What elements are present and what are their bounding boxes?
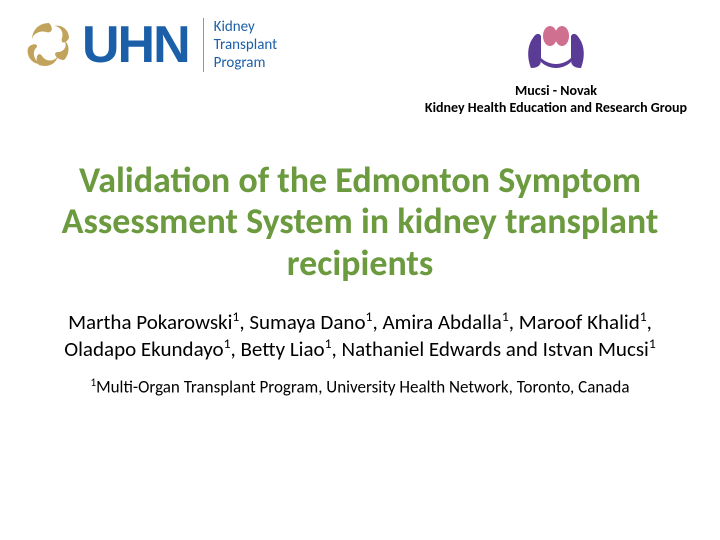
kidney-program-label: Kidney Transplant Program <box>203 18 278 72</box>
slide-title: Validation of the Edmonton Symptom Asses… <box>0 140 720 308</box>
group-name: Mucsi - Novak <box>416 82 696 99</box>
program-line-3: Program <box>214 54 278 72</box>
mucsi-novak-logo-block: Mucsi - Novak Kidney Health Education an… <box>416 18 696 116</box>
program-line-1: Kidney <box>214 18 278 36</box>
author-list: Martha Pokarowski1, Sumaya Dano1, Amira … <box>0 308 720 375</box>
uhn-logo-block: UHN Kidney Transplant Program <box>24 18 277 72</box>
program-line-2: Transplant <box>214 36 278 54</box>
group-description: Kidney Health Education and Research Gro… <box>416 99 696 116</box>
uhn-wordmark: UHN <box>82 19 189 71</box>
affiliation-line: 1Multi-Organ Transplant Program, Univers… <box>0 375 720 398</box>
uhn-swirl-icon <box>24 20 74 70</box>
hands-kidney-icon <box>521 18 591 78</box>
logo-row: UHN Kidney Transplant Program Mucsi - No… <box>0 0 720 140</box>
